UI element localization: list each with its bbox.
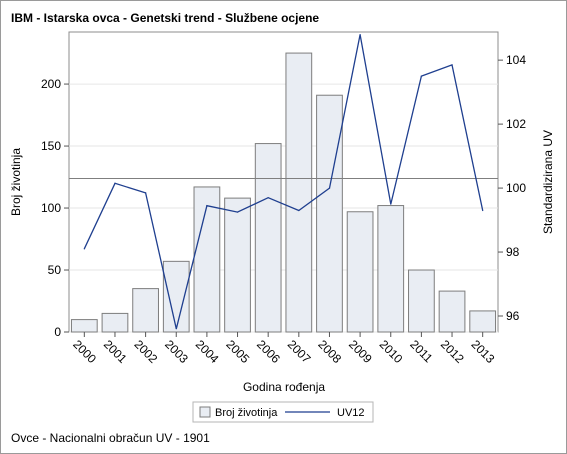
bar-series <box>70 52 497 333</box>
bar-2011 <box>408 269 435 333</box>
y-tick-label: 200 <box>41 77 61 91</box>
bar-2004 <box>193 186 221 333</box>
legend: Broj životinja UV12 <box>192 401 374 423</box>
legend-line-label: UV12 <box>337 407 365 419</box>
x-tick-label: 2013 <box>469 337 498 366</box>
y2-tick-label: 100 <box>506 181 526 195</box>
bar-2009 <box>346 211 374 333</box>
uv12-point-2010 <box>390 203 392 205</box>
bar-2005 <box>224 197 251 333</box>
x-tick-label: 2007 <box>285 337 314 366</box>
x-tick-label: 2006 <box>254 337 283 366</box>
y-tick-label: 0 <box>54 325 61 339</box>
bar-2006 <box>254 143 282 333</box>
x-tick-label: 2010 <box>377 337 406 366</box>
bar-2003 <box>162 260 190 333</box>
x-tick-label: 2004 <box>193 337 222 366</box>
uv12-point-2002 <box>145 192 147 194</box>
y-tick-label: 50 <box>48 263 62 277</box>
bar-2012 <box>438 290 466 333</box>
uv12-point-2005 <box>236 211 239 213</box>
uv12-point-2006 <box>267 197 269 199</box>
uv12-point-2011 <box>420 75 422 77</box>
x-tick-label: 2008 <box>315 337 344 366</box>
x-tick-label: 2000 <box>70 337 99 366</box>
bar-2008 <box>316 94 343 333</box>
y2-tick-label: 98 <box>506 245 520 259</box>
y2-tick-label: 96 <box>506 309 520 323</box>
y2-axis-label: Standardizirana UV <box>541 130 555 234</box>
y2-tick-label: 102 <box>506 117 526 131</box>
legend-bar-label: Broj životinja <box>215 407 278 419</box>
uv12-line <box>83 34 484 329</box>
chart-title: IBM - Istarska ovca - Genetski trend - S… <box>11 11 320 25</box>
bar-2010 <box>377 205 405 333</box>
uv12-point-2012 <box>451 64 453 66</box>
legend-box <box>192 401 374 423</box>
bar-2000 <box>70 319 98 333</box>
uv12-point-2009 <box>359 33 361 36</box>
uv12-point-2004 <box>206 205 208 207</box>
x-axis-label: Godina rođenja <box>243 380 325 394</box>
y-axis-label: Broj životinja <box>9 148 23 216</box>
x-tick-label: 2005 <box>223 337 252 366</box>
x-tick-label: 2002 <box>131 337 160 366</box>
y2-tick-label: 104 <box>506 53 526 67</box>
uv12-point-2000 <box>83 248 85 250</box>
x-tick-label: 2001 <box>101 337 130 366</box>
footnote: Ovce - Nacionalni obračun UV - 1901 <box>11 431 210 445</box>
bar-2001 <box>101 312 129 333</box>
uv12-point-2008 <box>328 187 331 189</box>
y-tick-label: 150 <box>41 139 61 153</box>
x-tick-label: 2003 <box>162 337 191 366</box>
x-tick-label: 2011 <box>407 337 435 365</box>
legend-bar-swatch <box>199 406 211 418</box>
x-tick-label: 2009 <box>346 337 375 366</box>
bar-2007 <box>285 52 313 333</box>
bar-2013 <box>469 310 497 333</box>
bar-2002 <box>132 288 159 333</box>
uv12-point-2003 <box>175 328 177 330</box>
uv12-point-2007 <box>298 209 300 212</box>
uv12-point-2013 <box>482 209 484 212</box>
x-tick-label: 2012 <box>438 337 467 366</box>
uv12-point-2001 <box>114 182 116 184</box>
y-tick-label: 100 <box>41 201 61 215</box>
line-series <box>83 33 484 330</box>
